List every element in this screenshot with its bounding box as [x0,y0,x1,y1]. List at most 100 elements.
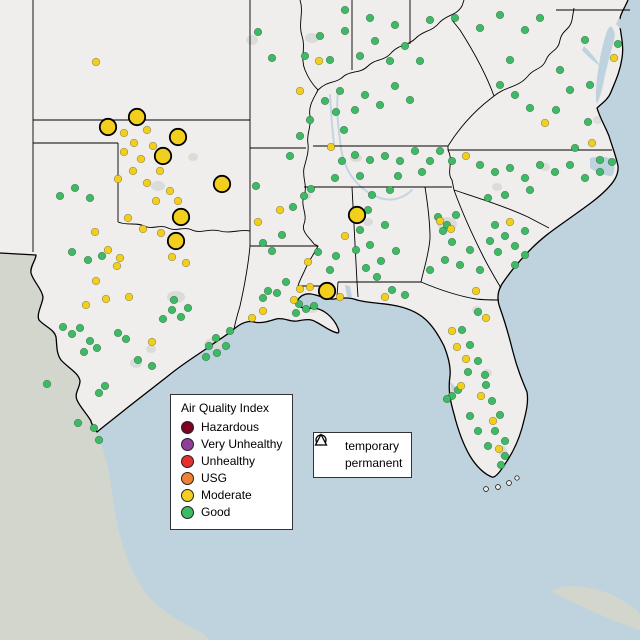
station-marker-good[interactable] [263,286,273,296]
station-marker-good[interactable] [490,220,500,230]
station-marker-good[interactable] [337,156,347,166]
station-marker-good[interactable] [500,190,510,200]
station-marker-good[interactable] [438,226,448,236]
station-marker-good[interactable] [169,295,179,305]
station-marker-moderate[interactable] [119,147,129,157]
station-marker-good[interactable] [505,163,515,173]
station-marker-moderate[interactable] [155,166,165,176]
station-marker-good[interactable] [400,290,410,300]
station-marker-moderate[interactable] [129,138,139,148]
station-marker-good[interactable] [300,51,310,61]
station-marker-good[interactable] [85,193,95,203]
station-marker-good[interactable] [350,150,360,160]
station-marker-good[interactable] [211,333,221,343]
station-marker-good[interactable] [380,220,390,230]
station-marker-good[interactable] [555,65,565,75]
station-marker-good[interactable] [510,90,520,100]
station-marker-good[interactable] [267,246,277,256]
station-marker-good[interactable] [305,115,315,125]
station-marker-good[interactable] [520,226,530,236]
station-marker-good[interactable] [325,265,335,275]
station-marker-moderate[interactable] [461,151,471,161]
station-marker-good[interactable] [500,451,510,461]
station-marker-good[interactable] [417,167,427,177]
station-marker-good[interactable] [465,411,475,421]
station-marker-good[interactable] [463,367,473,377]
station-marker-good[interactable] [551,105,561,115]
station-marker-good[interactable] [393,171,403,181]
station-marker-good[interactable] [490,426,500,436]
station-marker-moderate[interactable] [380,292,390,302]
station-marker-good[interactable] [97,251,107,261]
station-marker-good[interactable] [520,173,530,183]
station-marker-good[interactable] [376,256,386,266]
station-marker-good[interactable] [251,181,261,191]
station-marker-good[interactable] [510,260,520,270]
station-marker-moderate[interactable] [258,306,268,316]
station-marker-good[interactable] [313,247,323,257]
station-marker-good[interactable] [355,171,365,181]
station-marker-good[interactable] [299,191,309,201]
station-marker-temporary-moderate[interactable] [171,207,191,227]
station-marker-good[interactable] [75,323,85,333]
station-marker-good[interactable] [258,293,268,303]
station-marker-good[interactable] [176,312,186,322]
station-markers[interactable] [42,5,623,470]
station-marker-moderate[interactable] [128,166,138,176]
station-marker-good[interactable] [320,96,330,106]
station-marker-good[interactable] [267,53,277,63]
station-marker-good[interactable] [565,160,575,170]
station-marker-good[interactable] [493,247,503,257]
station-marker-good[interactable] [295,131,305,141]
station-marker-moderate[interactable] [295,284,305,294]
station-marker-temporary-moderate[interactable] [127,107,147,127]
station-marker-good[interactable] [272,288,282,298]
station-marker-good[interactable] [483,441,493,451]
station-marker-good[interactable] [415,56,425,66]
station-marker-moderate[interactable] [289,295,299,305]
station-marker-good[interactable] [440,255,450,265]
station-marker-good[interactable] [425,265,435,275]
station-marker-good[interactable] [361,263,371,273]
station-marker-temporary-moderate[interactable] [153,146,173,166]
station-marker-good[interactable] [483,193,493,203]
station-marker-good[interactable] [55,191,65,201]
station-marker-good[interactable] [42,379,52,389]
station-marker-moderate[interactable] [609,53,619,63]
station-marker-good[interactable] [380,151,390,161]
station-marker-moderate[interactable] [90,227,100,237]
station-marker-good[interactable] [67,247,77,257]
station-marker-good[interactable] [400,41,410,51]
station-marker-good[interactable] [121,334,131,344]
station-marker-good[interactable] [390,20,400,30]
station-marker-good[interactable] [201,352,211,362]
station-marker-good[interactable] [167,305,177,315]
station-marker-good[interactable] [370,36,380,46]
station-marker-good[interactable] [372,272,382,282]
station-marker-good[interactable] [390,81,400,91]
station-marker-good[interactable] [520,25,530,35]
station-marker-moderate[interactable] [103,245,113,255]
station-marker-good[interactable] [355,51,365,61]
station-marker-good[interactable] [94,435,104,445]
station-marker-moderate[interactable] [167,252,177,262]
station-marker-good[interactable] [335,86,345,96]
station-marker-good[interactable] [212,348,222,358]
station-marker-moderate[interactable] [91,276,101,286]
station-marker-moderate[interactable] [335,292,345,302]
station-marker-good[interactable] [92,343,102,353]
station-marker-good[interactable] [330,173,340,183]
station-marker-temporary-moderate[interactable] [212,174,232,194]
station-marker-good[interactable] [457,325,467,335]
station-marker-good[interactable] [495,10,505,20]
station-marker-good[interactable] [147,361,157,371]
station-marker-good[interactable] [447,237,457,247]
station-marker-good[interactable] [500,436,510,446]
station-marker-good[interactable] [133,355,143,365]
station-marker-good[interactable] [291,308,301,318]
station-marker-moderate[interactable] [123,213,133,223]
station-marker-good[interactable] [183,303,193,313]
station-marker-good[interactable] [510,241,520,251]
station-marker-moderate[interactable] [148,141,158,151]
station-marker-temporary-moderate[interactable] [168,127,188,147]
